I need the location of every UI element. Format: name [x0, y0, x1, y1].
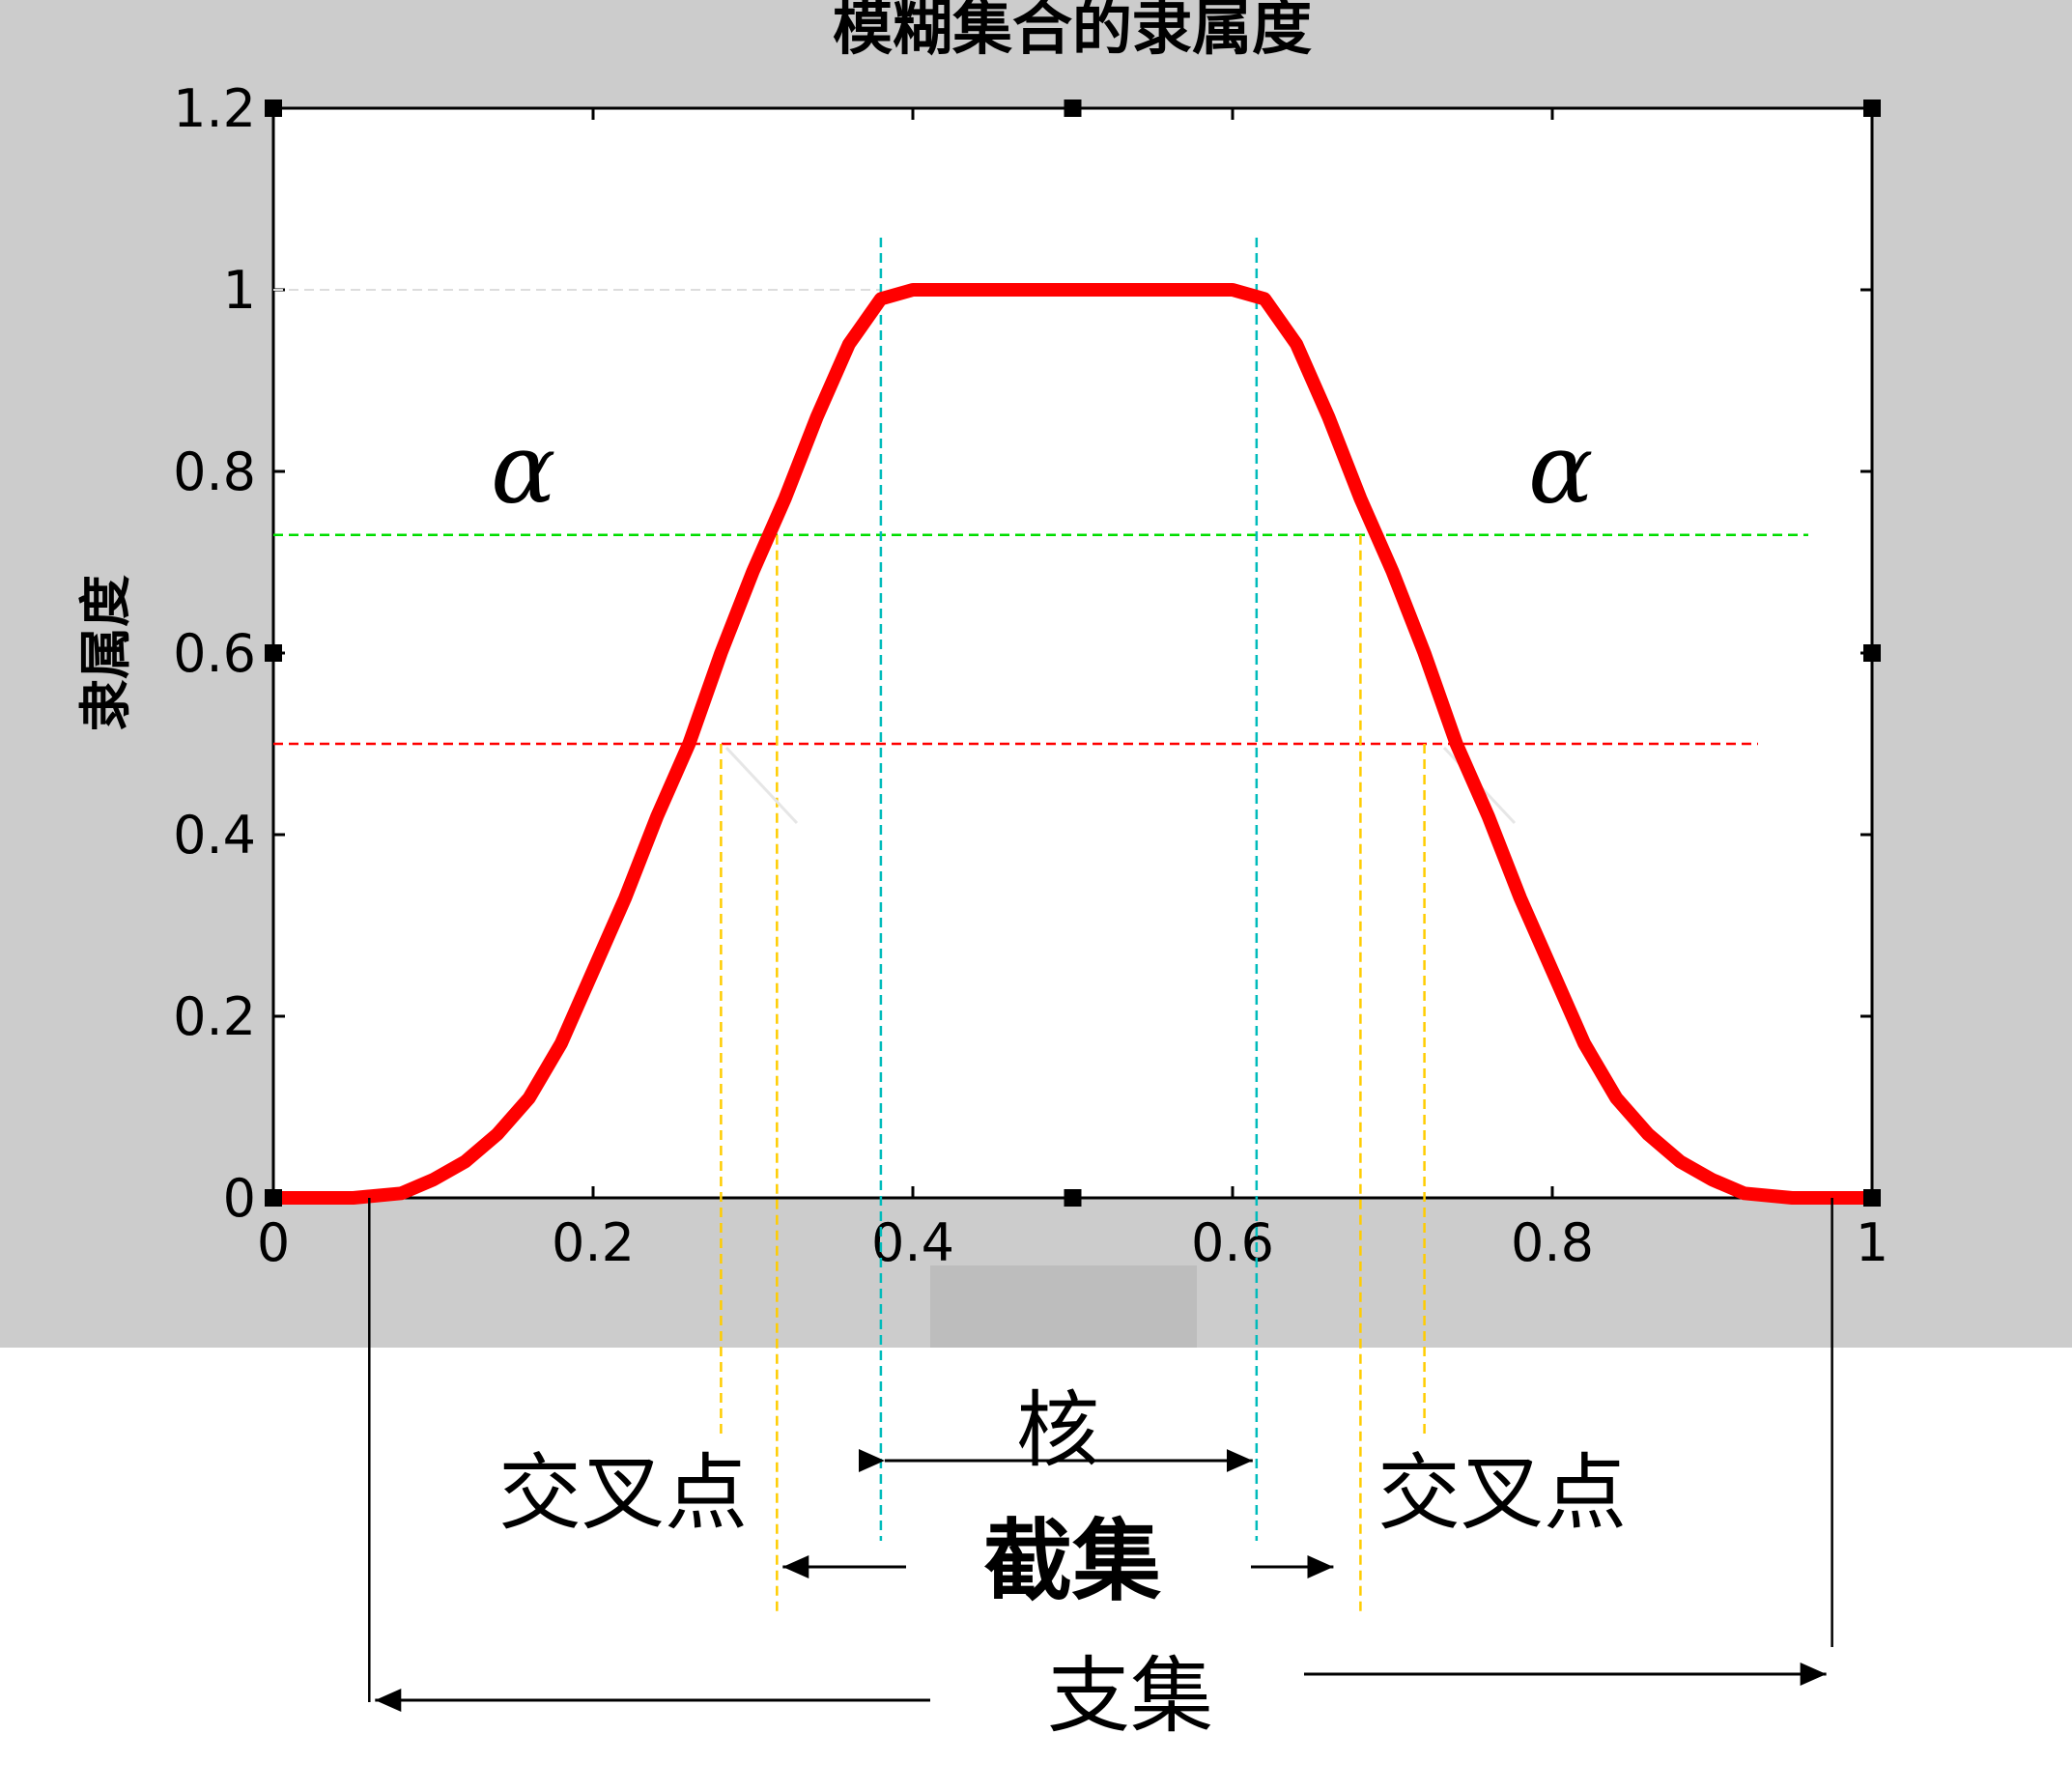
y-axis-label: 隶属度 [75, 575, 136, 731]
y-tick-label: 1 [223, 260, 256, 321]
axis-marker [1863, 1189, 1881, 1207]
y-tick-label: 0 [223, 1168, 256, 1229]
axis-marker [1064, 100, 1082, 117]
x-tick-label: 0.6 [1191, 1212, 1274, 1273]
support-label: 支集 [1047, 1648, 1213, 1745]
chart-title: 模糊集合的隶属度 [833, 0, 1312, 63]
y-tick-label: 0.8 [173, 441, 256, 502]
axes-area [271, 106, 1874, 1200]
y-tick-label: 0.6 [173, 623, 256, 684]
axis-marker [265, 100, 282, 117]
x-tick-label: 0 [257, 1212, 290, 1273]
alpha-cut-label: 截集 [983, 1510, 1161, 1613]
axis-marker [1863, 644, 1881, 662]
x-tick-label: 0.2 [552, 1212, 635, 1273]
y-tick-label: 0.4 [173, 805, 256, 866]
x-tick-labels: 0 0.2 0.4 0.6 0.8 1 [257, 1212, 1888, 1273]
membership-curve [267, 283, 1879, 1205]
axis-marker [1064, 1189, 1082, 1207]
y-tick-label: 0.2 [173, 986, 256, 1047]
x-tick-label: 0.8 [1511, 1212, 1594, 1273]
y-tick-label: 1.2 [173, 78, 256, 139]
figure-bottom-patch [930, 1265, 1197, 1348]
dimension-arrows [368, 1198, 1833, 1712]
alpha-label-left: α [491, 412, 556, 526]
x-tick-label: 0.4 [871, 1212, 954, 1273]
axis-marker [1863, 100, 1881, 117]
core-label: 核 [1016, 1382, 1099, 1479]
axis-marker [265, 644, 282, 662]
axis-marker [265, 1189, 282, 1207]
crossover-pointer-left [724, 746, 799, 825]
crossover-label-right: 交叉点 [1377, 1445, 1627, 1542]
crossover-label-left: 交叉点 [498, 1445, 748, 1542]
x-tick-label: 1 [1856, 1212, 1888, 1273]
axis-corner-markers [265, 100, 1881, 1207]
y-tick-labels: 0 0.2 0.4 0.6 0.8 1 1.2 [173, 78, 256, 1229]
series-layer [267, 283, 1879, 1205]
reference-lines [273, 238, 1808, 1615]
alpha-label-right: α [1528, 412, 1594, 526]
